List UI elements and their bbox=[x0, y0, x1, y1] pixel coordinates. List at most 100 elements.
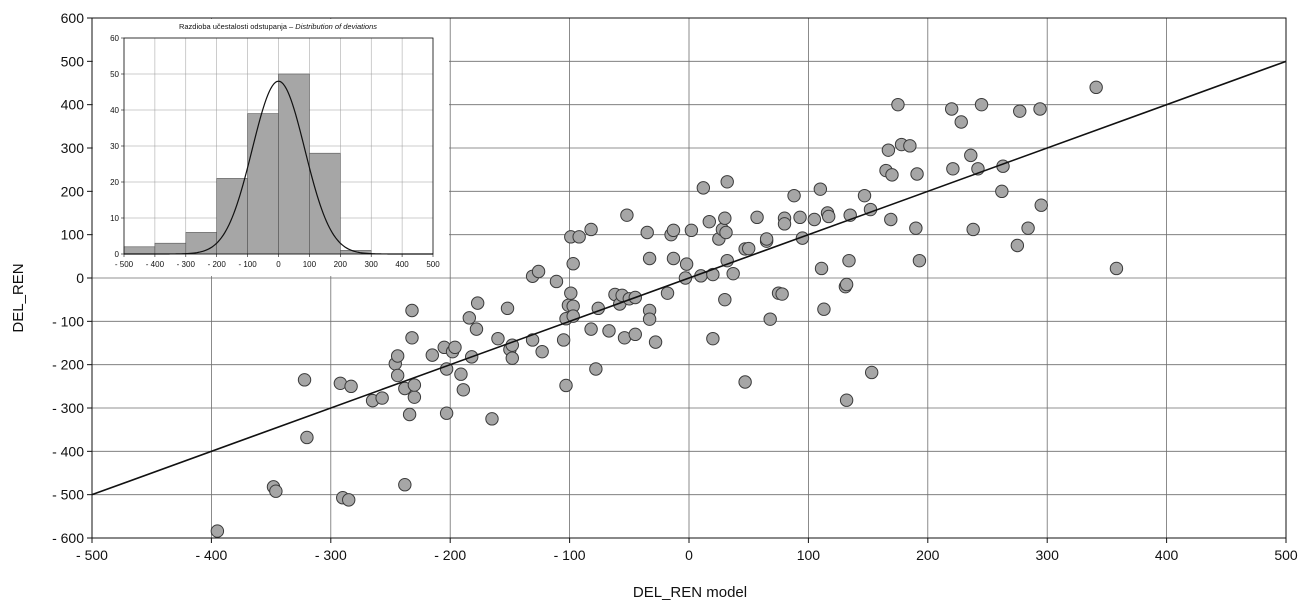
data-point bbox=[1013, 104, 1027, 118]
data-point bbox=[793, 210, 807, 225]
y-tick-label: 300 bbox=[61, 140, 85, 156]
data-point bbox=[910, 167, 924, 181]
data-point bbox=[679, 257, 694, 271]
data-point bbox=[462, 311, 477, 325]
data-point bbox=[864, 365, 879, 380]
regression-line bbox=[91, 60, 1287, 496]
data-point bbox=[775, 287, 789, 301]
y-tick-label: 0 bbox=[76, 270, 84, 286]
data-point bbox=[660, 286, 675, 300]
inset-x-tick-label: 100 bbox=[303, 260, 317, 269]
x-tick-label: - 400 bbox=[195, 547, 227, 563]
inset-x-tick-label: - 400 bbox=[146, 260, 165, 269]
histogram-bar bbox=[278, 73, 310, 255]
data-point bbox=[777, 217, 792, 231]
inset-title-main: Razdioba učestalosti odstupanja – bbox=[179, 22, 295, 31]
inset-y-tick-label: 10 bbox=[110, 214, 119, 223]
inset-histogram: - 500- 400- 300- 200- 100 0 100 200 300 400 50… bbox=[93, 19, 449, 276]
y-tick-label: - 400 bbox=[52, 443, 84, 459]
data-point bbox=[642, 251, 657, 266]
data-point bbox=[439, 406, 454, 420]
inset-y-tick-label: 40 bbox=[110, 106, 119, 115]
data-point bbox=[344, 379, 358, 394]
data-point bbox=[556, 333, 571, 347]
inset-title: Razdioba učestalosti odstupanja – Distri… bbox=[179, 22, 377, 31]
main-plot-frame bbox=[91, 17, 1287, 539]
y-tick-label: - 100 bbox=[52, 313, 84, 329]
x-tick-label: 200 bbox=[916, 547, 940, 563]
data-point bbox=[719, 225, 733, 240]
data-point bbox=[584, 322, 598, 336]
data-point bbox=[763, 312, 777, 326]
data-point bbox=[269, 484, 283, 498]
data-point bbox=[885, 168, 899, 182]
data-point bbox=[402, 407, 417, 422]
x-tick-label: - 100 bbox=[554, 547, 586, 563]
main-points bbox=[210, 80, 1124, 538]
histogram-bar bbox=[154, 242, 187, 255]
data-point bbox=[807, 212, 822, 227]
data-point bbox=[531, 264, 546, 279]
x-tick-label: 500 bbox=[1274, 547, 1298, 563]
inset-y-tick-label: 30 bbox=[110, 142, 119, 151]
data-point bbox=[946, 162, 960, 176]
inset-x-tick-label: 400 bbox=[395, 260, 409, 269]
y-tick-label: - 500 bbox=[52, 487, 84, 503]
histogram-bar bbox=[185, 232, 218, 255]
inset-bars bbox=[123, 73, 372, 255]
inset-y-tick-label: 20 bbox=[110, 178, 119, 187]
inset-title-italic: Distribution of deviations bbox=[295, 22, 377, 31]
data-point bbox=[857, 188, 872, 203]
data-point bbox=[912, 253, 927, 268]
data-point bbox=[584, 222, 598, 237]
data-point bbox=[995, 184, 1009, 199]
data-point bbox=[718, 211, 732, 225]
y-tick-label: 100 bbox=[61, 227, 85, 243]
data-point bbox=[881, 143, 896, 157]
data-point bbox=[405, 331, 419, 345]
data-point bbox=[620, 208, 634, 222]
data-point bbox=[297, 373, 312, 387]
data-point bbox=[559, 378, 573, 393]
data-point bbox=[398, 478, 412, 492]
y-tick-label: - 200 bbox=[52, 357, 84, 373]
x-tick-label: 300 bbox=[1036, 547, 1060, 563]
data-point bbox=[750, 210, 764, 225]
data-point bbox=[666, 223, 681, 238]
data-point bbox=[589, 362, 603, 376]
data-point bbox=[954, 115, 968, 129]
data-point bbox=[817, 302, 831, 316]
data-point bbox=[1109, 261, 1124, 276]
data-point bbox=[821, 209, 836, 224]
data-point bbox=[1034, 198, 1048, 212]
data-point bbox=[300, 430, 314, 445]
data-point bbox=[684, 223, 699, 238]
y-tick-label: 500 bbox=[61, 53, 85, 69]
data-point bbox=[628, 327, 642, 342]
inset-x-tick-label: - 300 bbox=[177, 260, 196, 269]
y-axis-title: DEL_REN bbox=[10, 263, 27, 332]
y-tick-label: 200 bbox=[61, 183, 85, 199]
main-tick-labels: - 500 - 400 - 300 - 200 - 100 0 100 200 300 400 50… bbox=[52, 10, 1298, 563]
data-point bbox=[738, 375, 752, 389]
histogram-bar bbox=[309, 152, 341, 255]
x-tick-label: - 500 bbox=[76, 547, 108, 563]
y-tick-label: - 600 bbox=[52, 530, 84, 546]
inset-x-tick-label: - 100 bbox=[238, 260, 257, 269]
data-point bbox=[572, 230, 586, 244]
data-point bbox=[405, 303, 419, 318]
inset-tick-labels: - 500- 400- 300- 200- 100 0 100 200 300 400 50… bbox=[110, 34, 440, 269]
data-point bbox=[642, 312, 657, 326]
data-point bbox=[718, 292, 732, 307]
data-point bbox=[566, 257, 580, 271]
data-point bbox=[407, 378, 422, 392]
y-tick-label: 600 bbox=[61, 10, 85, 26]
data-point bbox=[407, 390, 422, 404]
data-point bbox=[706, 267, 720, 282]
data-point bbox=[702, 214, 716, 229]
data-point bbox=[491, 331, 505, 346]
data-point bbox=[742, 241, 756, 256]
data-point bbox=[469, 322, 484, 336]
